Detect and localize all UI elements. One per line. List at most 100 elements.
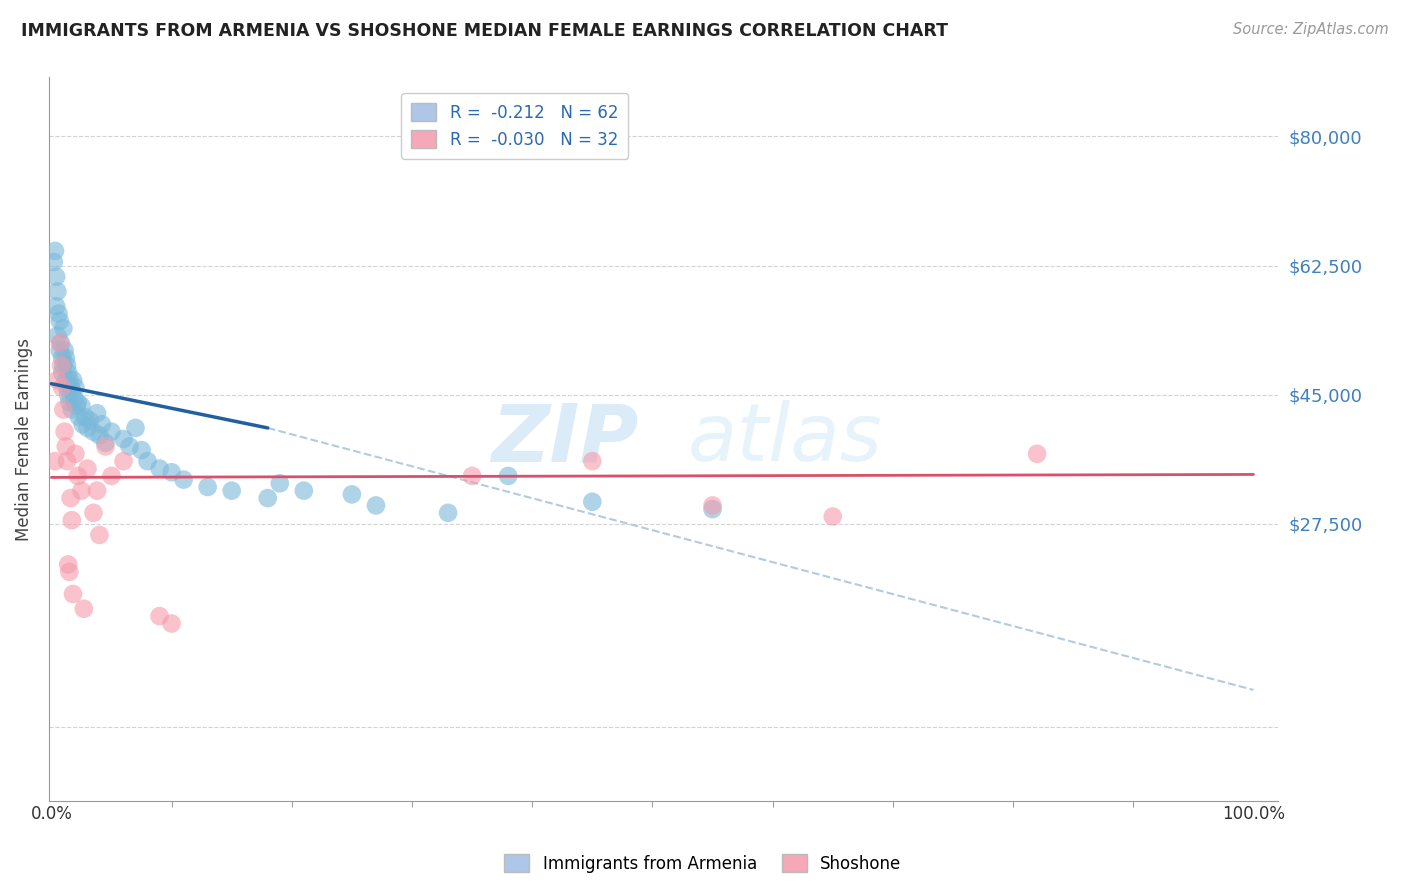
Point — [49, 343, 72, 358]
Point — [256, 491, 278, 505]
Point — [62, 587, 84, 601]
Point — [702, 502, 724, 516]
Point — [55, 439, 77, 453]
Point — [42, 255, 65, 269]
Point — [131, 443, 153, 458]
Point — [46, 328, 69, 343]
Point — [56, 454, 79, 468]
Point — [46, 373, 69, 387]
Point — [221, 483, 243, 498]
Point — [58, 366, 80, 380]
Point — [292, 483, 315, 498]
Point — [58, 558, 80, 572]
Point — [46, 285, 69, 299]
Point — [269, 476, 291, 491]
Point — [82, 425, 104, 439]
Point — [364, 499, 387, 513]
Point — [51, 351, 73, 365]
Point — [136, 454, 159, 468]
Point — [49, 358, 72, 372]
Point — [52, 402, 75, 417]
Point — [55, 351, 77, 365]
Point — [58, 565, 80, 579]
Point — [89, 528, 111, 542]
Point — [53, 343, 76, 358]
Point — [62, 373, 84, 387]
Point — [100, 469, 122, 483]
Point — [821, 509, 844, 524]
Point — [148, 461, 170, 475]
Point — [52, 358, 75, 372]
Point — [461, 469, 484, 483]
Text: Source: ZipAtlas.com: Source: ZipAtlas.com — [1233, 22, 1389, 37]
Point — [73, 409, 96, 424]
Point — [49, 336, 72, 351]
Point — [60, 513, 83, 527]
Text: IMMIGRANTS FROM ARMENIA VS SHOSHONE MEDIAN FEMALE EARNINGS CORRELATION CHART: IMMIGRANTS FROM ARMENIA VS SHOSHONE MEDI… — [21, 22, 948, 40]
Point — [581, 454, 603, 468]
Point — [66, 469, 89, 483]
Point — [65, 380, 87, 394]
Point — [70, 399, 93, 413]
Point — [55, 373, 77, 387]
Point — [76, 461, 98, 475]
Point — [45, 269, 67, 284]
Point — [94, 435, 117, 450]
Point — [94, 439, 117, 453]
Point — [70, 483, 93, 498]
Point — [66, 395, 89, 409]
Point — [67, 409, 90, 424]
Legend: Immigrants from Armenia, Shoshone: Immigrants from Armenia, Shoshone — [498, 847, 908, 880]
Point — [1026, 447, 1049, 461]
Point — [173, 473, 195, 487]
Point — [56, 380, 79, 394]
Point — [65, 447, 87, 461]
Point — [48, 307, 70, 321]
Point — [49, 314, 72, 328]
Point — [59, 491, 82, 505]
Point — [197, 480, 219, 494]
Point — [63, 392, 86, 406]
Text: atlas: atlas — [688, 400, 883, 478]
Point — [76, 421, 98, 435]
Point — [702, 499, 724, 513]
Point — [86, 406, 108, 420]
Point — [124, 421, 146, 435]
Point — [89, 428, 111, 442]
Point — [112, 454, 135, 468]
Point — [90, 417, 112, 432]
Point — [51, 380, 73, 394]
Point — [60, 402, 83, 417]
Point — [45, 299, 67, 313]
Point — [112, 432, 135, 446]
Y-axis label: Median Female Earnings: Median Female Earnings — [15, 337, 32, 541]
Point — [72, 417, 94, 432]
Point — [44, 244, 66, 258]
Point — [86, 483, 108, 498]
Point — [49, 336, 72, 351]
Point — [160, 465, 183, 479]
Point — [148, 609, 170, 624]
Legend: R =  -0.212   N = 62, R =  -0.030   N = 32: R = -0.212 N = 62, R = -0.030 N = 32 — [401, 93, 628, 159]
Point — [65, 399, 87, 413]
Point — [44, 454, 66, 468]
Text: ZIP: ZIP — [491, 400, 638, 478]
Point — [496, 469, 519, 483]
Point — [437, 506, 460, 520]
Point — [82, 506, 104, 520]
Point — [56, 358, 79, 372]
Point — [160, 616, 183, 631]
Point — [51, 366, 73, 380]
Point — [581, 495, 603, 509]
Point — [58, 388, 80, 402]
Point — [52, 321, 75, 335]
Point — [53, 425, 76, 439]
Point — [118, 439, 141, 453]
Point — [340, 487, 363, 501]
Point — [58, 373, 80, 387]
Point — [100, 425, 122, 439]
Point — [79, 414, 101, 428]
Point — [60, 384, 83, 398]
Point — [58, 395, 80, 409]
Point — [59, 380, 82, 394]
